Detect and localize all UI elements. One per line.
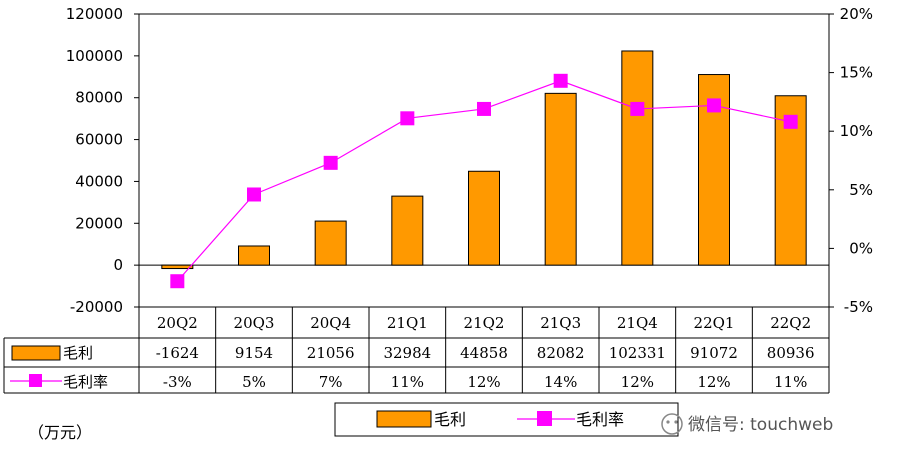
left-tick-label: 20000 <box>75 214 123 232</box>
category-label: 21Q1 <box>387 314 428 332</box>
table-cell: 14% <box>544 373 577 391</box>
bar-20Q2 <box>161 264 194 270</box>
table-cell: 11% <box>774 373 807 391</box>
bar-21Q3 <box>544 92 577 266</box>
bar-21Q2 <box>468 170 500 266</box>
marker-22Q2 <box>783 114 798 129</box>
marker-20Q2 <box>170 274 185 289</box>
bar-series <box>161 50 807 270</box>
left-tick-label: 100000 <box>66 47 123 65</box>
table-cell: 12% <box>467 373 500 391</box>
bar-21Q1 <box>391 195 424 266</box>
table-row-label: 毛利率 <box>63 373 108 391</box>
right-tick-label: 10% <box>840 122 873 140</box>
legend-line-label: 毛利率 <box>576 410 624 429</box>
bar-20Q4 <box>314 220 347 266</box>
category-label: 22Q2 <box>770 314 811 332</box>
marker-22Q1 <box>707 98 721 113</box>
data-table: 20Q2 20Q3 20Q4 21Q1 21Q2 21Q3 21Q4 22Q1 22Q2 毛利 -1… <box>3 307 830 394</box>
bar-20Q3 <box>238 245 270 266</box>
table-cell: 82082 <box>537 344 585 362</box>
marker-21Q4 <box>630 101 645 116</box>
category-label: 22Q1 <box>694 314 735 332</box>
right-tick-label: 0% <box>849 239 873 257</box>
marker-21Q3 <box>553 73 568 88</box>
plot-area <box>138 13 830 308</box>
table-cell: 44858 <box>460 344 508 362</box>
right-tick-label: -5% <box>844 298 873 316</box>
left-tick-label: 40000 <box>75 172 123 190</box>
table-cell: 80936 <box>767 344 815 362</box>
legend-bar-label: 毛利 <box>434 410 466 429</box>
table-cell: -1624 <box>156 344 199 362</box>
table-cell: 5% <box>242 373 266 391</box>
right-tick-label: 20% <box>840 5 873 23</box>
table-cell: 21056 <box>307 344 355 362</box>
table-bar-swatch <box>11 345 61 361</box>
left-axis: -20000 0 20000 40000 60000 80000 100000 120000 <box>66 5 139 316</box>
line-series <box>170 73 798 289</box>
category-label: 21Q4 <box>617 314 658 332</box>
category-label: 21Q2 <box>464 314 505 332</box>
category-label: 20Q4 <box>310 314 351 332</box>
table-row-label: 毛利 <box>63 344 93 362</box>
right-axis: -5% 0% 5% 10% 15% 20% <box>829 5 873 316</box>
legend-line-marker <box>537 411 552 426</box>
left-tick-label: 80000 <box>75 89 123 107</box>
marker-21Q1 <box>400 111 415 126</box>
table-cell: 9154 <box>235 344 273 362</box>
unit-label: （万元） <box>28 423 92 442</box>
right-tick-label: 5% <box>849 181 873 199</box>
marker-20Q4 <box>323 155 338 170</box>
left-tick-label: -20000 <box>70 298 123 316</box>
left-tick-label: 60000 <box>75 131 123 149</box>
category-label: 20Q3 <box>234 314 275 332</box>
category-label: 20Q2 <box>157 314 198 332</box>
watermark-text: 微信号: touchweb <box>688 415 833 435</box>
category-label: 21Q3 <box>540 314 581 332</box>
table-cell: 11% <box>391 373 424 391</box>
bar-21Q4 <box>621 50 654 266</box>
right-tick-label: 15% <box>840 64 873 82</box>
left-tick-label: 120000 <box>66 5 123 23</box>
wechat-icon <box>661 413 683 435</box>
table-cell: 7% <box>319 373 343 391</box>
table-cell: 12% <box>621 373 654 391</box>
marker-21Q2 <box>477 101 491 116</box>
left-tick-label: 0 <box>113 256 123 274</box>
marker-20Q3 <box>247 187 261 202</box>
table-line-marker <box>29 374 42 387</box>
wechat-icon-dot <box>666 420 670 424</box>
table-cell: -3% <box>163 373 192 391</box>
wechat-icon-dot <box>674 420 678 424</box>
watermark: 微信号: touchweb <box>661 413 833 435</box>
table-cell: 12% <box>697 373 730 391</box>
table-cell: 102331 <box>609 344 666 362</box>
table-cell: 91072 <box>690 344 738 362</box>
table-cell: 32984 <box>383 344 431 362</box>
legend-bar-swatch <box>376 410 432 428</box>
legend: 毛利 毛利率 <box>334 402 679 437</box>
